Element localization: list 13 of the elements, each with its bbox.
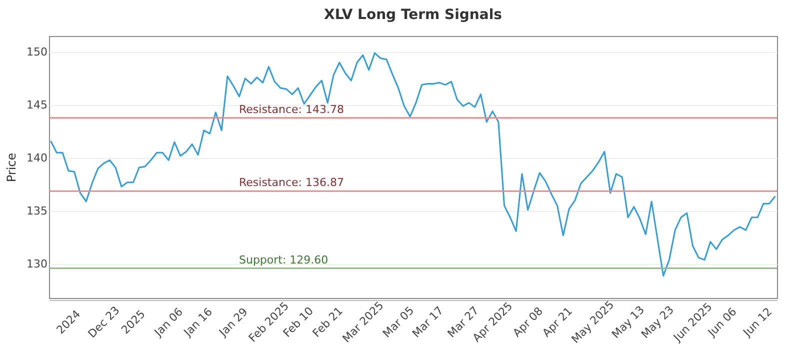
y-tick-label: 130 — [26, 258, 48, 271]
x-tick-label: Dec 23 — [86, 304, 122, 340]
line-series — [50, 52, 776, 276]
chart-title: XLV Long Term Signals — [324, 7, 502, 23]
ref-line-label: Resistance: 136.87 — [239, 176, 344, 190]
y-tick-label: 135 — [26, 204, 48, 218]
y-tick-label: 150 — [26, 45, 48, 58]
x-tick-label: Jun 12 — [740, 305, 775, 340]
y-axis-title: Price — [4, 152, 19, 182]
ref-line-label: Resistance: 143.78 — [239, 102, 344, 116]
y-tick-label: 145 — [26, 98, 48, 112]
y-tick-label: 140 — [26, 151, 48, 164]
ref-line-label: Support: 129.60 — [239, 253, 328, 266]
